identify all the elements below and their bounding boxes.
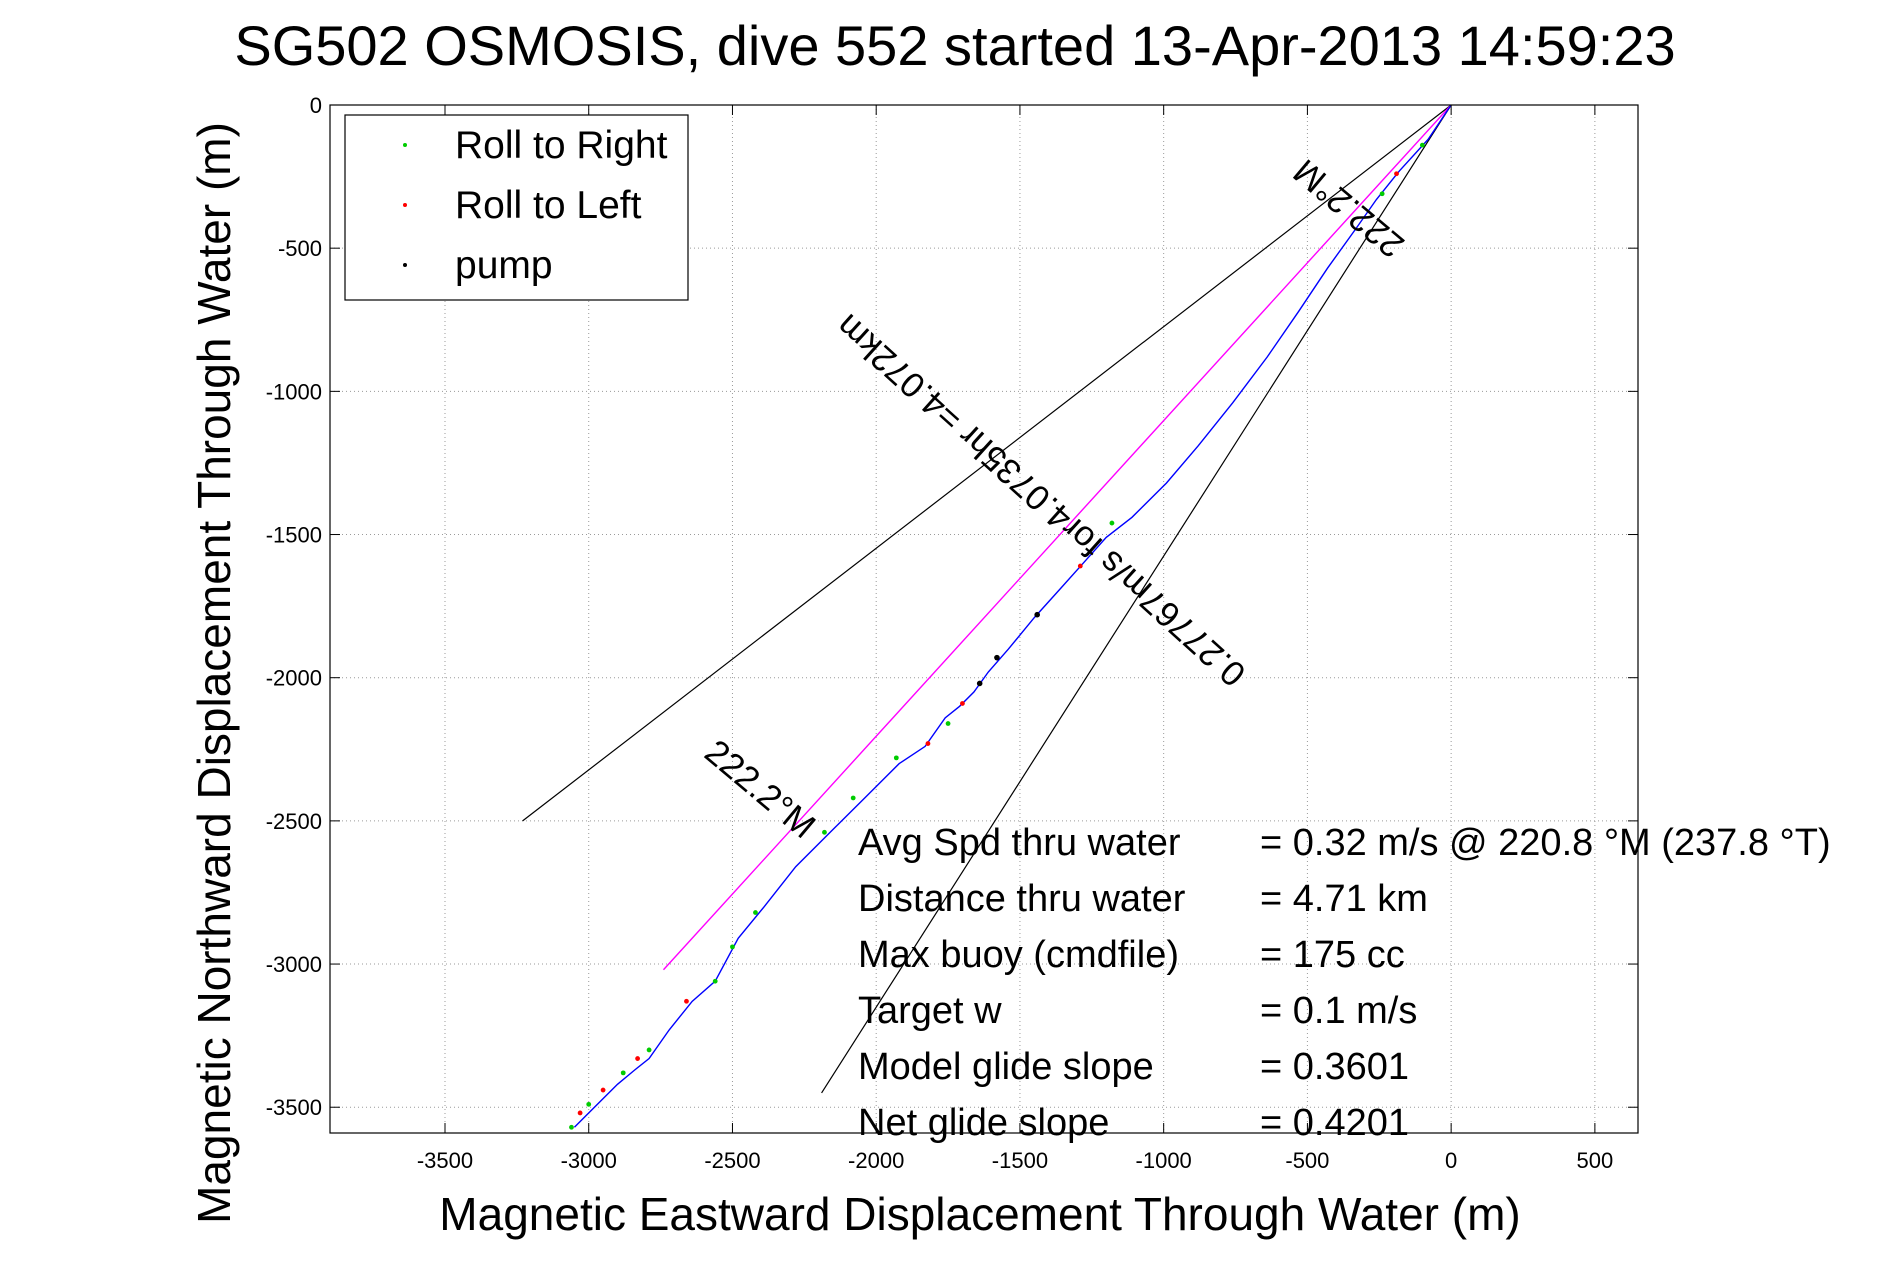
roll-pump-point — [1034, 611, 1040, 618]
x-tick-labels: -3500 -3000 -2500 -2000 -1500 -1000 -500 0 500 — [417, 105, 1613, 1173]
y-tick-label: -3500 — [266, 1095, 322, 1120]
stat-value: = 0.1 m/s — [1260, 990, 1417, 1032]
heading-annotation: 222.2°M — [697, 732, 822, 846]
x-tick-label: -3000 — [561, 1148, 617, 1173]
plot-area — [329, 104, 1639, 1134]
roll-right-point — [1109, 520, 1115, 526]
wedge-line — [522, 104, 1452, 822]
roll-left-point — [960, 701, 965, 706]
roll-right-point — [945, 721, 951, 726]
y-tick-label: -1500 — [266, 523, 322, 548]
roll-right-point — [646, 1047, 652, 1053]
roll-right-point — [712, 978, 718, 984]
stat-value: = 175 cc — [1260, 934, 1405, 976]
legend: Roll to Right Roll to Left pump — [344, 114, 689, 301]
roll-left-point — [1077, 563, 1083, 569]
x-tick-label: -1500 — [992, 1148, 1048, 1173]
legend-label: Roll to Left — [455, 184, 642, 227]
stat-label: Net glide slope — [858, 1102, 1109, 1144]
roll-right-point — [1379, 191, 1385, 197]
annotations: 222.2°M0.27767m/s for4.0735hr =4.072km22… — [697, 151, 1411, 846]
legend-label: Roll to Right — [455, 124, 668, 167]
x-axis-title: Magnetic Eastward Displacement Through W… — [439, 1188, 1520, 1240]
roll-pump-point — [976, 680, 983, 687]
roll-right-point — [1419, 142, 1425, 148]
roll-right-point — [620, 1070, 626, 1076]
x-tick-label: 0 — [1445, 1148, 1457, 1173]
roll-right-point — [586, 1101, 592, 1107]
legend-label: pump — [455, 244, 553, 287]
track-group — [573, 104, 1452, 1128]
legend-box — [344, 114, 689, 301]
stat-value: = 0.3601 — [1260, 1046, 1409, 1088]
heading-annotation: 0.27767m/s for4.0735hr =4.072km — [829, 306, 1253, 694]
y-tick-label: -2500 — [266, 809, 322, 834]
stats-block: Avg Spd thru water = 0.32 m/s @ 220.8 °M … — [858, 822, 1831, 1144]
legend-marker — [403, 203, 407, 207]
x-tick-label: 500 — [1577, 1148, 1614, 1173]
stat-label: Model glide slope — [858, 1046, 1154, 1088]
roll-pump-point — [994, 654, 1000, 661]
roll-right-point — [850, 795, 856, 801]
roll-right-point — [893, 755, 899, 761]
stat-label: Distance thru water — [858, 878, 1186, 920]
stat-label: Avg Spd thru water — [858, 822, 1181, 864]
heading-line — [662, 104, 1452, 971]
y-tick-label: -1000 — [266, 379, 322, 404]
track-line — [573, 104, 1452, 1128]
roll-left-point — [577, 1110, 583, 1116]
legend-marker — [403, 263, 407, 267]
y-tick-labels: 0 -500 -1000 -1500 -2000 -2500 -3000 -3500 — [266, 93, 1638, 1120]
roll-left-point — [635, 1056, 640, 1061]
roll-right-point — [822, 829, 827, 835]
stat-value: = 4.71 km — [1260, 878, 1428, 920]
x-tick-label: -2000 — [848, 1148, 904, 1173]
y-tick-label: -3000 — [266, 952, 322, 977]
y-tick-label: 0 — [310, 93, 322, 118]
y-tick-label: -2000 — [266, 666, 322, 691]
y-tick-label: -500 — [278, 236, 322, 261]
stat-label: Max buoy (cmdfile) — [858, 934, 1179, 976]
roll-points — [569, 142, 1425, 1130]
legend-marker — [403, 143, 407, 147]
grid — [330, 104, 1638, 1133]
x-tick-label: -2500 — [704, 1148, 760, 1173]
roll-left-point — [684, 998, 689, 1004]
roll-right-point — [753, 910, 758, 915]
x-tick-label: -1000 — [1136, 1148, 1192, 1173]
x-tick-label: -3500 — [417, 1148, 473, 1173]
roll-right-point — [569, 1124, 574, 1130]
stat-value: = 0.32 m/s @ 220.8 °M (237.8 °T) — [1260, 822, 1831, 864]
roll-left-point — [1394, 171, 1399, 177]
chart-title: SG502 OSMOSIS, dive 552 started 13-Apr-2… — [234, 14, 1675, 77]
wedge-lines — [522, 104, 1452, 1094]
roll-right-point — [730, 944, 735, 950]
y-axis-title: Magnetic Northward Displacement Through … — [188, 122, 240, 1224]
x-tick-label: -500 — [1285, 1148, 1329, 1173]
heading-line-group — [662, 104, 1452, 971]
stat-value: = 0.4201 — [1260, 1102, 1409, 1144]
stat-label: Target w — [858, 990, 1002, 1032]
wedge-line — [821, 104, 1452, 1094]
roll-left-point — [600, 1087, 606, 1093]
roll-left-point — [925, 741, 931, 746]
